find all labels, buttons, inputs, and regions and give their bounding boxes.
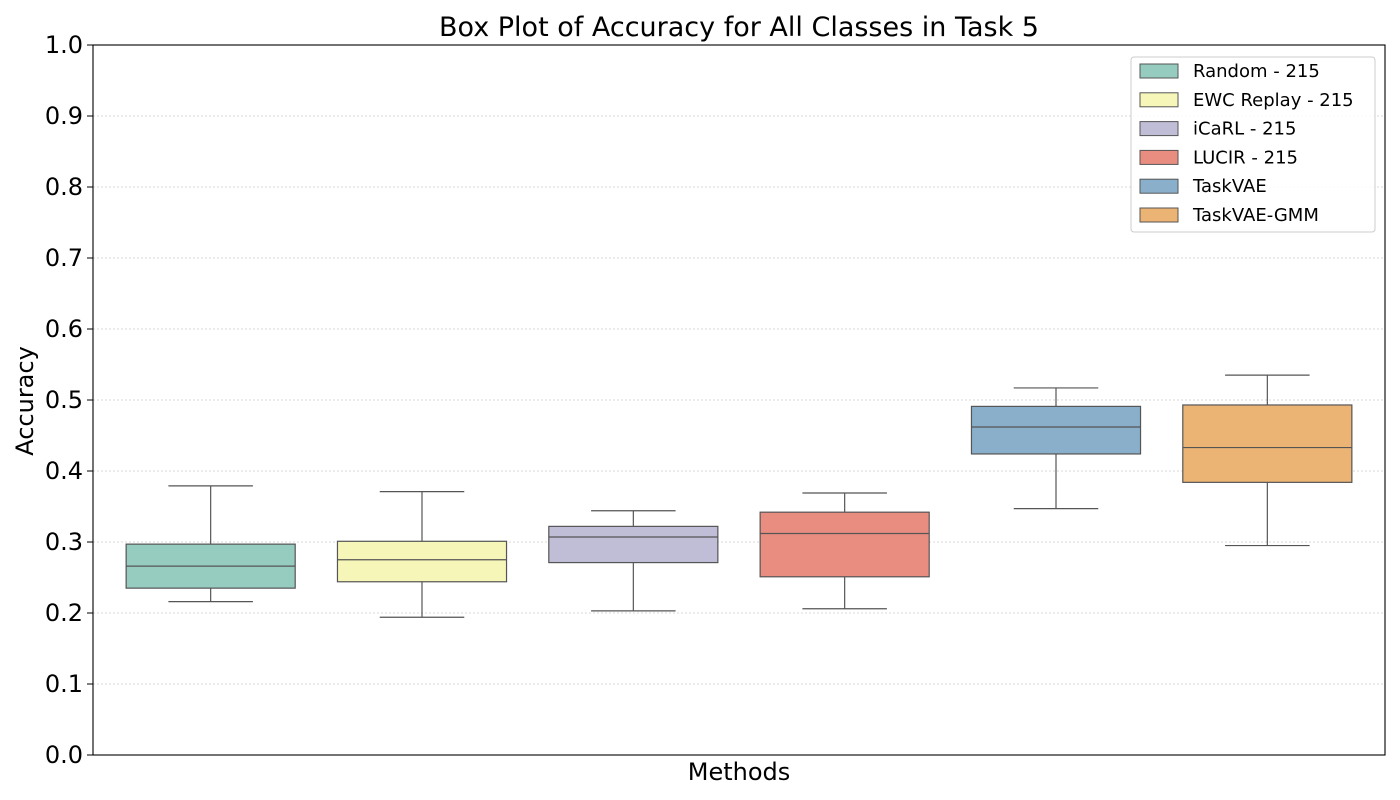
- x-axis-label: Methods: [688, 758, 791, 786]
- box-iqr: [336, 540, 508, 583]
- box-iqr: [759, 511, 930, 578]
- y-tick-label: 0.5: [45, 386, 83, 414]
- legend-label: EWC Replay - 215: [1193, 90, 1354, 111]
- legend-label: LUCIR - 215: [1193, 147, 1298, 168]
- box-iqr: [1182, 404, 1353, 483]
- legend-swatch: [1139, 63, 1179, 79]
- y-tick-label: 0.4: [45, 457, 83, 485]
- legend-label: TaskVAE-GMM: [1192, 205, 1319, 226]
- y-tick-label: 0.1: [45, 670, 83, 698]
- y-tick-label: 0.0: [45, 741, 83, 769]
- box-group: [970, 387, 1142, 510]
- y-tick-label: 0.9: [45, 102, 83, 130]
- legend-label: Random - 215: [1193, 61, 1320, 82]
- y-tick-label: 0.7: [45, 244, 83, 272]
- y-tick-label: 0.2: [45, 599, 83, 627]
- box-iqr: [548, 525, 719, 564]
- y-axis-ticks: 0.0 0.1 0.2 0.3 0.4 0.5 0.6 0.7 0.8 0.9 1.0: [45, 31, 93, 769]
- y-tick-label: 0.6: [45, 315, 83, 343]
- legend-swatch: [1139, 121, 1179, 137]
- box-group: [548, 510, 719, 612]
- legend-frame: [1130, 56, 1376, 233]
- legend: Random - 215 EWC Replay - 215 iCaRL - 215 L…: [1130, 56, 1376, 233]
- legend-swatch: [1139, 92, 1179, 108]
- legend-label: iCaRL - 215: [1193, 119, 1296, 140]
- box-group: [125, 485, 296, 603]
- y-tick-label: 0.8: [45, 173, 83, 201]
- legend-swatch: [1139, 178, 1179, 194]
- chart-title: Box Plot of Accuracy for All Classes in …: [439, 12, 1039, 43]
- box-group: [759, 492, 930, 610]
- y-tick-label: 0.3: [45, 528, 83, 556]
- legend-label: TaskVAE: [1192, 176, 1267, 197]
- box-group: [1182, 374, 1353, 547]
- legend-swatch: [1139, 207, 1179, 223]
- y-axis-label: Accuracy: [11, 346, 39, 456]
- legend-swatch: [1139, 149, 1179, 165]
- box-iqr: [970, 405, 1142, 455]
- y-tick-label: 1.0: [45, 31, 83, 59]
- box-group: [336, 490, 508, 618]
- box-series: [125, 374, 1353, 618]
